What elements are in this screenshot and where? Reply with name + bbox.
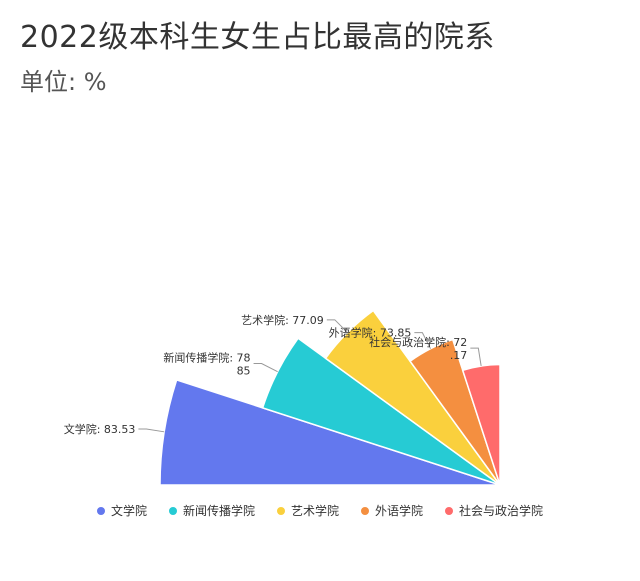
legend-item-yishu[interactable]: 艺术学院 [276,502,339,519]
label-leaders-group [138,319,482,433]
data-label-line: .17 [450,349,468,362]
data-label-shehui: 社会与政治学院: 72.17 [369,335,467,362]
legend-dot [276,506,285,515]
data-label-yishu: 艺术学院: 77.09 [241,313,324,327]
legend-dot [168,506,177,515]
legend-item-waiyu[interactable]: 外语学院 [361,502,423,519]
legend-dot [445,506,454,515]
legend-label: 艺术学院 [290,504,339,518]
slice-shehui[interactable] [461,363,501,486]
leader-line-yishu [326,319,348,333]
data-label-waiyu: 外语学院: 73.85 [329,326,412,340]
legend-dot [361,506,369,515]
leader-line-wenxueyuan [138,428,165,433]
data-label-line: 社会与政治学院: 72 [369,335,467,349]
data-label-line: 文学院: 83.53 [64,422,136,436]
slices-group [159,309,501,486]
leader-line-waiyu [414,332,431,349]
page-title: 2022级本科生女生占比最高的院系 [20,20,495,55]
data-label-xinwen: 新闻传播学院: 78 85 [163,351,250,378]
leader-line-xinwen [253,363,278,373]
data-labels-group: 文学院: 83.53 新闻传播学院: 78 85 艺术学院: 77.09 外语学院: 7… [64,313,468,436]
legend-item-wenxueyuan[interactable]: 文学院 [96,502,147,519]
legend-label: 新闻传播学院 [182,504,255,518]
data-label-line: 艺术学院: 77.09 [241,313,324,327]
data-label-line: 新闻传播学院: 78 [163,351,250,365]
leader-line-shehui [470,347,482,367]
data-label-wenxueyuan: 文学院: 83.53 [64,422,136,436]
slice-xinwen[interactable] [261,337,501,486]
slice-wenxueyuan[interactable] [159,378,501,486]
data-label-line: 85 [237,365,251,378]
slice-waiyu[interactable] [409,338,501,486]
data-label-line: 外语学院: 73.85 [329,326,412,340]
legend: 文学院 新闻传播学院 艺术学院 外语学院 社会与政治学院 [0,502,640,519]
legend-item-xinwen[interactable]: 新闻传播学院 [168,502,255,519]
legend-item-shehui[interactable]: 社会与政治学院 [445,502,543,519]
legend-label: 文学院 [110,504,147,518]
legend-label: 外语学院 [375,504,424,518]
legend-label: 社会与政治学院 [459,504,544,518]
legend-dot [96,506,105,515]
unit-subtitle: 单位: % [20,68,107,96]
